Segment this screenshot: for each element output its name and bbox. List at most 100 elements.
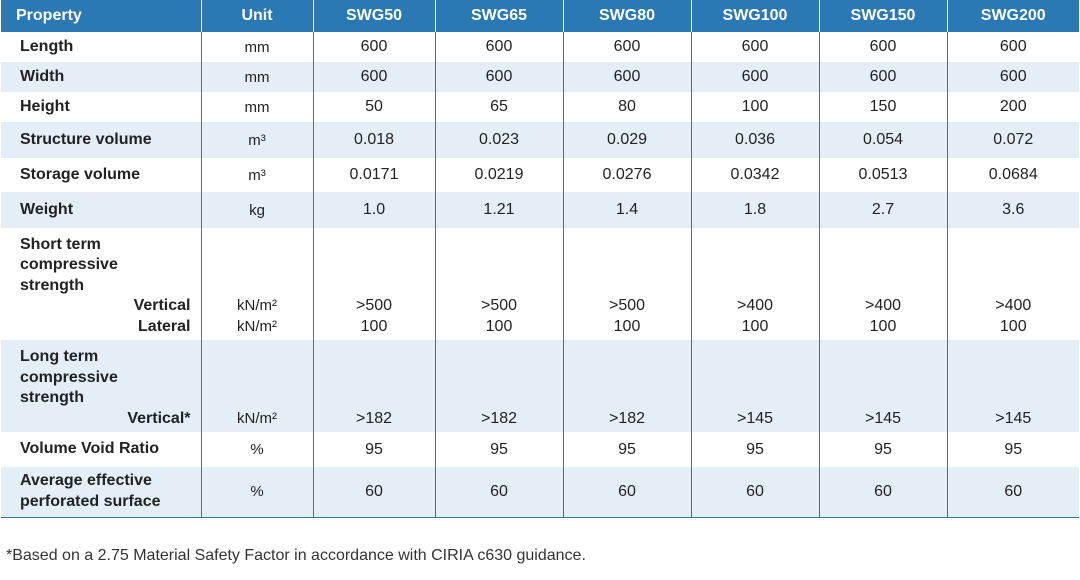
value-vertical: >182 [355,409,393,427]
value-cell: 600 [435,32,564,62]
property-label-line: Average effective [20,472,152,490]
value-cell: 0.0219 [435,158,564,192]
table-row: Width mm 600 600 600 600 600 600 [1,62,1079,92]
value-cell: 95 [1004,440,1023,458]
value-cell: 60 [435,467,564,517]
property-label-line: compressive [20,256,118,273]
value-cell: 0.023 [435,122,564,158]
value-lateral: 100 [485,317,513,335]
property-label: Long term compressive strength Vertical* [1,340,202,432]
value-cell: 600 [691,32,820,62]
value-cell: 0.018 [313,122,436,158]
value-vertical: >500 [480,297,518,314]
header-row: Property Unit SWG50 SWG65 SWG80 SWG100 S… [1,0,1079,32]
header-swg100: SWG100 [691,0,820,32]
unit-vertical: kN/m² [237,297,277,314]
value-lateral: 100 [741,317,769,335]
value-cell: >182 [563,340,692,432]
unit-lateral: kN/m² [237,317,277,335]
value-cell: 60 [819,467,948,517]
value-cell: 1.8 [691,192,820,228]
value-cell: >182 [435,340,564,432]
value-cell: 600 [313,32,436,62]
sub-label-vertical: Vertical [133,297,191,314]
value-cell: 600 [819,62,948,92]
value-lateral: 100 [869,317,897,335]
property-label-line: compressive [20,368,118,386]
value-cell: 100 [691,92,820,122]
table-row: Volume Void Ratio% 95 95 95 95 95 95 [1,432,1079,467]
value-cell: 2.7 [819,192,948,228]
unit-cell: % [201,432,314,467]
value-cell: 1.0 [313,192,436,228]
property-label: Length [1,32,202,62]
header-swg150: SWG150 [819,0,948,32]
sub-label-lateral: Lateral [138,317,191,335]
value-cell: 60 [313,467,436,517]
header-swg200: SWG200 [947,0,1079,32]
footnote: *Based on a 2.75 Material Safety Factor … [6,547,586,564]
property-label: Structure volume [1,122,202,158]
value-vertical: >400 [736,297,774,314]
properties-table: Property Unit SWG50 SWG65 SWG80 SWG100 S… [1,0,1079,518]
value-cell: 0.072 [947,122,1079,158]
header-property: Property [1,0,202,32]
value-cell: 600 [691,62,820,92]
value-cell: 95 [563,432,692,467]
property-label-line: perforated surface [20,492,161,510]
value-cell: 0.0276 [563,158,692,192]
value-vertical: >182 [608,409,646,427]
property-label: Height [1,92,202,122]
table-row: Length mm 600 600 600 600 600 600 [1,32,1079,62]
property-label-line: Long term [20,348,99,365]
value-cell: 60 [563,467,692,517]
value-vertical: >182 [480,409,518,427]
value-lateral: 100 [999,317,1027,335]
header-swg80: SWG80 [563,0,692,32]
unit-cell: mm [201,62,314,92]
value-cell: 50 [313,92,436,122]
property-label-line: strength [20,276,84,294]
value-cell: 65 [435,92,564,122]
property-label: Volume Void Ratio [1,432,202,467]
value-lateral: 100 [360,317,388,335]
value-lateral: 100 [613,317,641,335]
value-cell: 95 [691,432,820,467]
value-cell: >145 [691,340,820,432]
value-cell: 95 [435,432,564,467]
property-label: Storage volume [1,158,202,192]
sub-label-vertical: Vertical* [127,409,191,427]
table-row: Storage volume m³ 0.0171 0.0219 0.0276 0.0342… [1,158,1079,192]
property-label: Short term compressive strength Vertical Lat… [1,228,202,340]
property-label: Average effective perforated surface [1,467,202,517]
unit-cell: mm [201,32,314,62]
value-cell: 600 [819,32,948,62]
value-cell: >400 100 [691,228,820,340]
value-cell: >145 [819,340,948,432]
value-cell: >500 100 [435,228,564,340]
value-cell: 0.054 [819,122,948,158]
property-label: Weight [1,192,202,228]
value-vertical: >500 [355,297,393,314]
unit-cell: % [201,467,314,517]
table-row: Structure volume m³ 0.018 0.023 0.029 0.036 0.… [1,122,1079,158]
unit-cell: mm [201,92,314,122]
unit-cell: kN/m² [201,340,314,432]
value-cell: 1.4 [563,192,692,228]
unit-cell: m³ [201,122,314,158]
table-row: Height mm 50 65 80 100 150 200 [1,92,1079,122]
value-cell: 0.0684 [988,166,1038,183]
table-row: Weight kg 1.0 1.21 1.4 1.8 2.7 3.6 [1,192,1079,228]
value-cell: 600 [999,38,1027,55]
value-vertical: >145 [995,409,1032,427]
value-cell: >145 [947,340,1079,432]
value-cell: 600 [563,32,692,62]
value-cell: 95 [819,432,948,467]
value-cell: 80 [563,92,692,122]
value-cell: 600 [435,62,564,92]
value-cell: 3.6 [947,192,1079,228]
value-cell: >500 100 [563,228,692,340]
table-row: Short term compressive strength Vertical Lat… [1,228,1079,340]
value-cell: 0.0342 [691,158,820,192]
property-label-line: Short term [20,235,101,253]
